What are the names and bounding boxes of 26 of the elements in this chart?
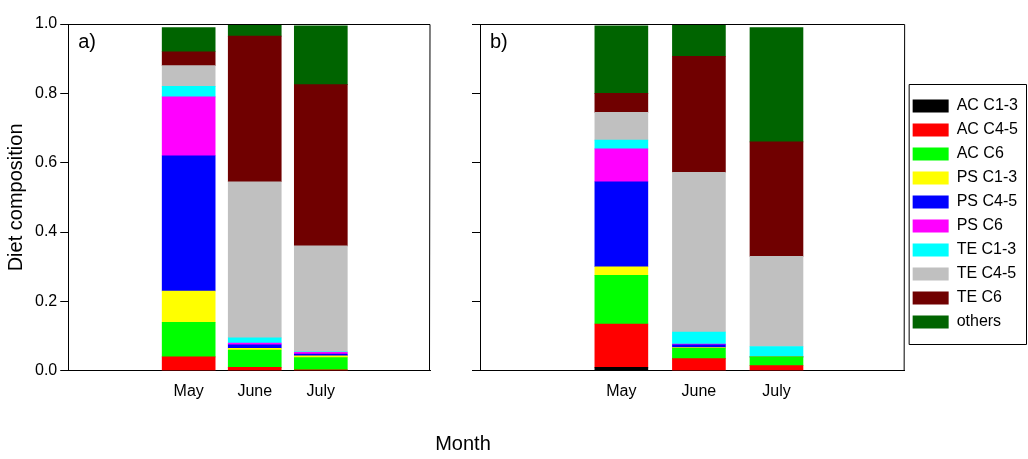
x-tick-label: May [606,381,637,399]
x-tick-label: July [306,381,336,399]
x-tick-label: May [173,381,204,399]
y-axis-title: Diet composition [3,123,26,272]
x-axis-title: Month [434,432,492,455]
y-tick-label: 0.4 [34,222,58,240]
x-tick-label: July [762,381,791,399]
legend-label: PS C4-5 [956,192,1018,210]
x-tick-label: June [681,381,717,399]
text: b) [490,29,508,52]
y-tick-label: 0.2 [34,291,58,309]
legend-label: TE C4-5 [956,264,1017,282]
legend-label: PS C1-3 [956,168,1018,186]
y-tick-label: 0.8 [34,83,58,101]
x-tick-label: June [237,381,273,399]
legend-label: TE C6 [956,288,1003,306]
text: a) [78,29,97,52]
legend-label: TE C1-3 [956,240,1017,258]
legend-label: others [956,312,1002,330]
y-tick-label: 1.0 [34,14,58,32]
y-tick-label: 0.6 [34,153,58,171]
legend-label: AC C4-5 [956,120,1019,138]
legend-label: AC C6 [956,144,1004,162]
legend-label: AC C1-3 [956,96,1019,114]
y-tick-label: 0.0 [34,361,58,379]
legend-label: PS C6 [956,216,1003,234]
